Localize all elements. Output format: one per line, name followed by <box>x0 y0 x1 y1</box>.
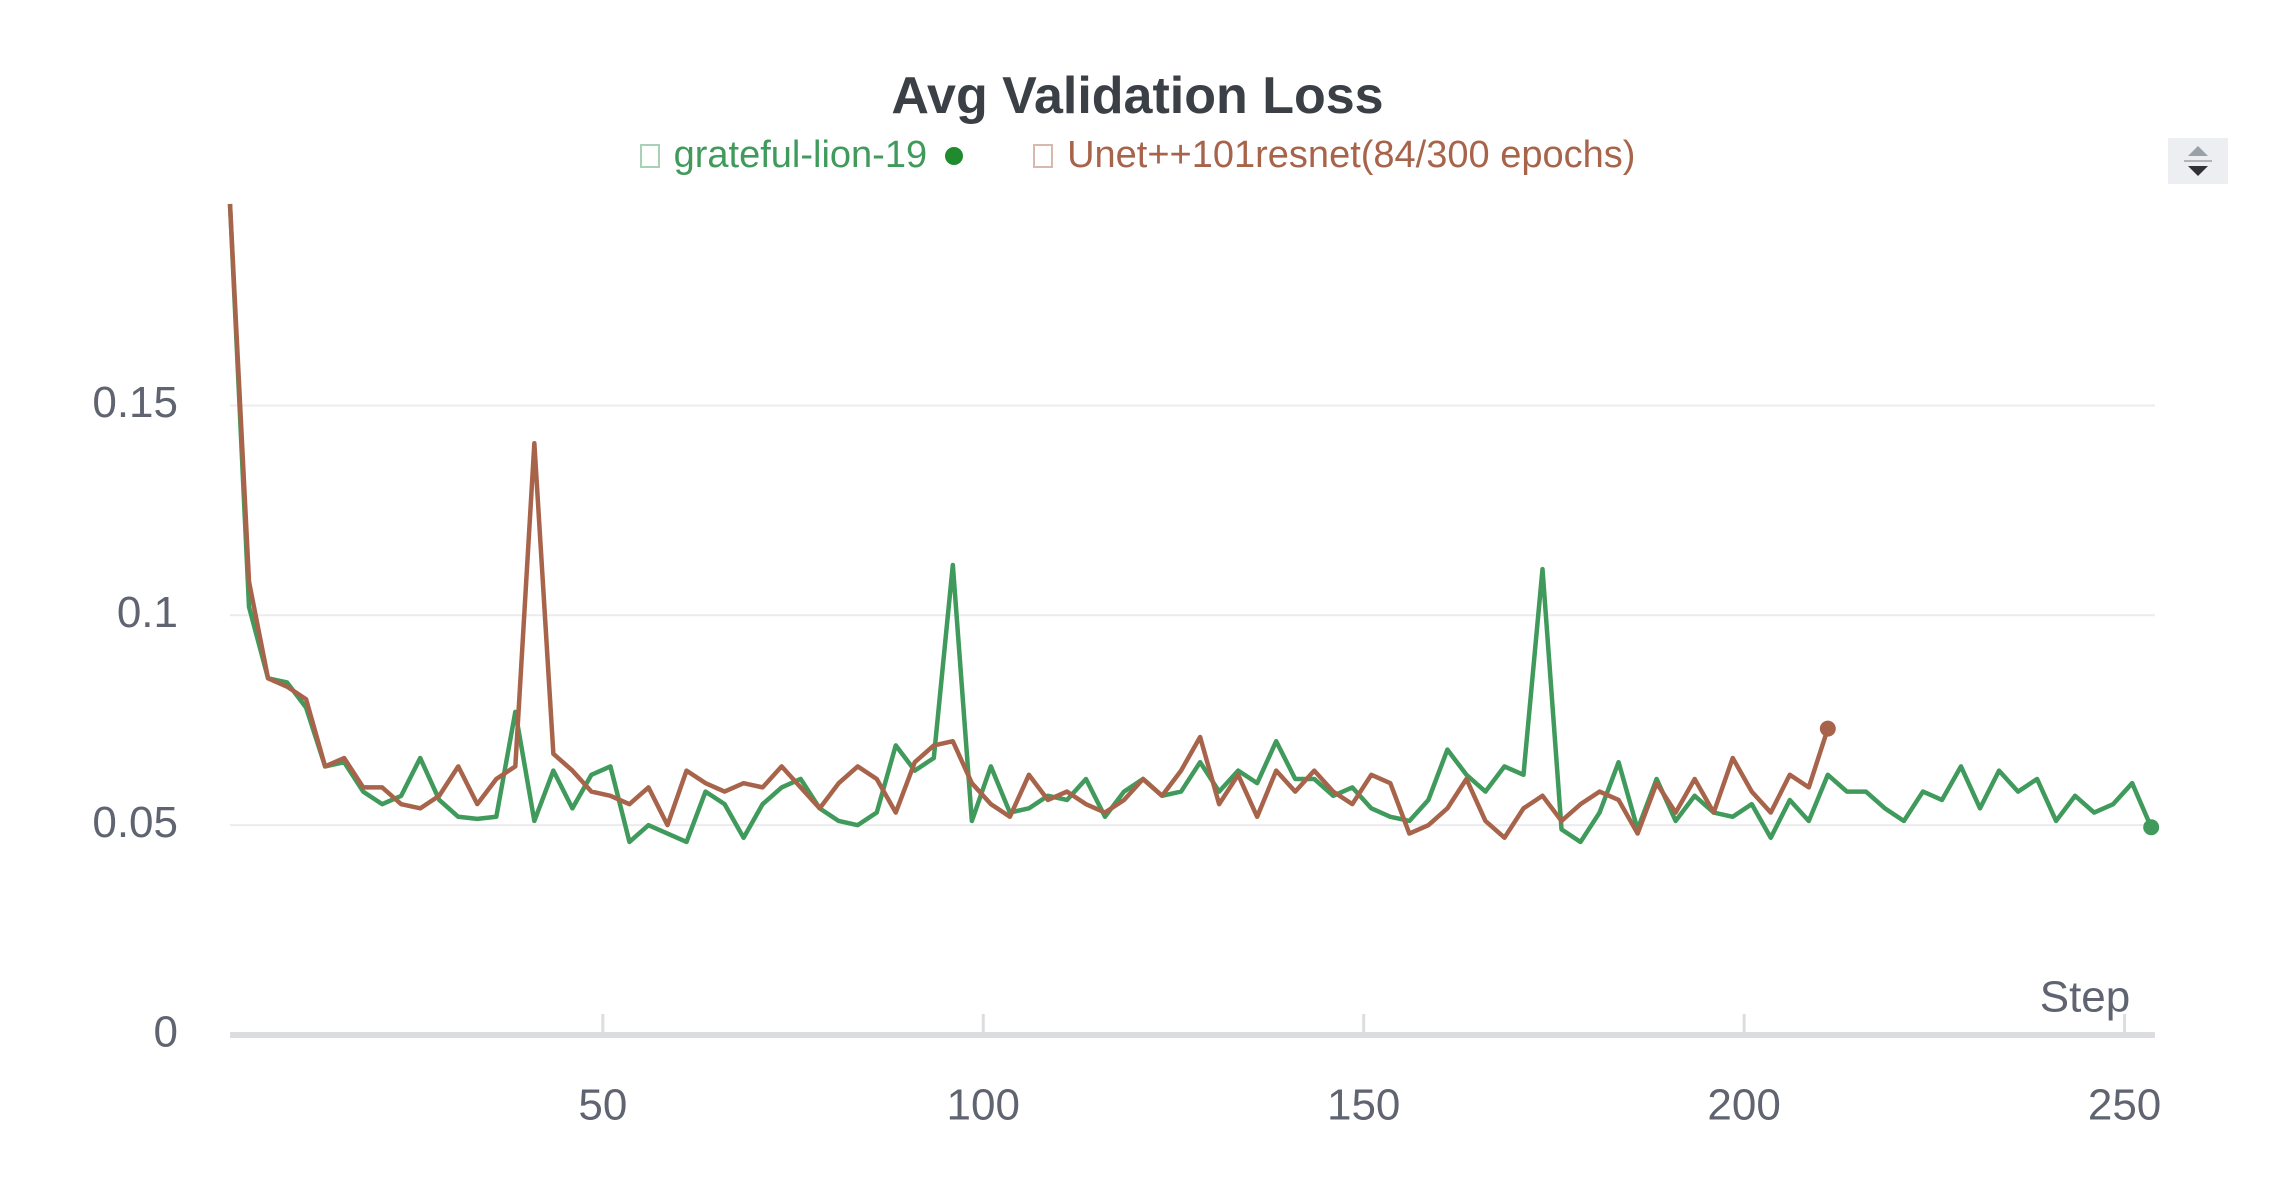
x-tick-label: 200 <box>1707 1081 1780 1130</box>
scroll-up <box>2188 146 2208 156</box>
scroll-down <box>2188 166 2208 176</box>
y-tick-label: 0.05 <box>92 798 178 847</box>
x-tick-label: 150 <box>1327 1081 1400 1130</box>
chart-title: Avg Validation Loss <box>891 67 1384 125</box>
series-end-point <box>2143 819 2160 836</box>
legend-scroller[interactable] <box>2168 138 2228 184</box>
highlight-dot <box>945 146 964 165</box>
x-tick-label: 50 <box>578 1081 627 1130</box>
legend-swatch <box>639 143 660 168</box>
series-line <box>227 203 1830 840</box>
legend-entry[interactable]: grateful-lion-19 <box>639 134 964 177</box>
series-line <box>227 203 2154 845</box>
x-axis-label: Step <box>2040 973 2131 1022</box>
x-tick-label: 100 <box>947 1081 1020 1130</box>
legend: grateful-lion-19 Unet++101resnet(84/300 e… <box>0 134 2275 177</box>
legend-entry[interactable]: Unet++101resnet(84/300 epochs) <box>1033 134 1635 177</box>
legend-label: grateful-lion-19 <box>673 134 928 176</box>
legend-swatch <box>1033 143 1054 168</box>
y-tick-label: 0.1 <box>117 588 178 637</box>
legend-label: Unet++101resnet(84/300 epochs) <box>1067 134 1636 176</box>
y-tick-label: 0.15 <box>92 378 178 427</box>
y-tick-label: 0 <box>154 1008 178 1057</box>
series-end-point <box>1819 720 1836 737</box>
x-tick-label: 250 <box>2088 1081 2161 1130</box>
scroller-arrows <box>2184 146 2212 176</box>
